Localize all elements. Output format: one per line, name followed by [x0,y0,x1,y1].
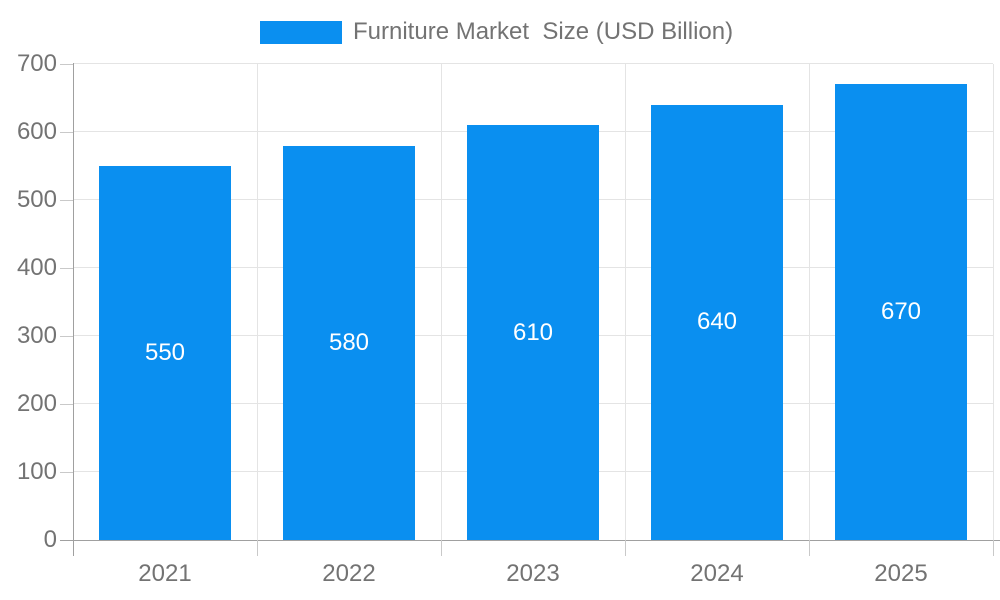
gridline-horizontal [73,63,993,64]
plot-area: 550 580 610 640 670 [73,63,994,540]
x-axis-category-label: 2024 [690,560,744,587]
bar-2021[interactable]: 550 [99,166,231,540]
bar-value-label: 640 [696,308,738,336]
y-axis-tick-label: 600 [16,118,57,145]
gridline-vertical [257,64,258,540]
legend-label: Furniture Market Size (USD Billion) [353,18,734,45]
bar-2024[interactable]: 640 [651,104,783,540]
y-axis-tick [60,472,73,473]
bar-2025[interactable]: 670 [835,84,967,540]
x-axis-category-label: 2023 [506,560,560,587]
x-axis-tick [441,540,442,556]
x-axis-tick [625,540,626,556]
y-axis-tick-label: 500 [16,186,57,213]
y-axis-tick-label: 200 [16,390,57,417]
bar-2022[interactable]: 580 [283,145,415,540]
bar-2023[interactable]: 610 [467,125,599,540]
y-axis-tick [60,404,73,405]
x-axis-category-label: 2021 [138,560,192,587]
x-axis-tick [993,540,994,556]
bar-value-label: 550 [144,339,186,366]
legend-swatch [260,20,342,44]
y-axis-tick [60,132,73,133]
gridline-vertical [441,64,442,540]
x-axis-tick [257,540,258,556]
y-axis-tick-label: 700 [16,50,57,77]
bar-value-label: 580 [328,328,370,356]
y-axis-tick-label: 400 [16,254,57,281]
y-axis-tick [60,64,73,65]
x-axis-category-label: 2025 [874,560,928,587]
bar-value-label: 670 [880,298,922,326]
legend-item[interactable]: Furniture Market Size (USD Billion) [260,20,733,44]
x-axis-tick [809,540,810,556]
x-axis-category-label: 2022 [322,560,376,587]
gridline-vertical [625,64,626,540]
gridline-vertical [809,64,810,540]
bar-value-label: 610 [512,318,554,346]
y-axis-tick [60,200,73,201]
y-axis-tick-label: 300 [16,322,57,349]
y-axis-tick-label: 100 [16,458,57,485]
y-axis-tick [60,336,73,337]
gridline-vertical [993,64,994,540]
y-axis-labels: 0 100 200 300 400 500 600 700 [0,52,57,552]
y-axis-tick-label: 0 [43,526,57,553]
y-axis-tick [60,268,73,269]
y-axis-line [73,63,74,556]
x-axis-labels: 2021 2022 2023 2024 2025 [73,540,993,590]
x-axis-line [60,540,1000,541]
